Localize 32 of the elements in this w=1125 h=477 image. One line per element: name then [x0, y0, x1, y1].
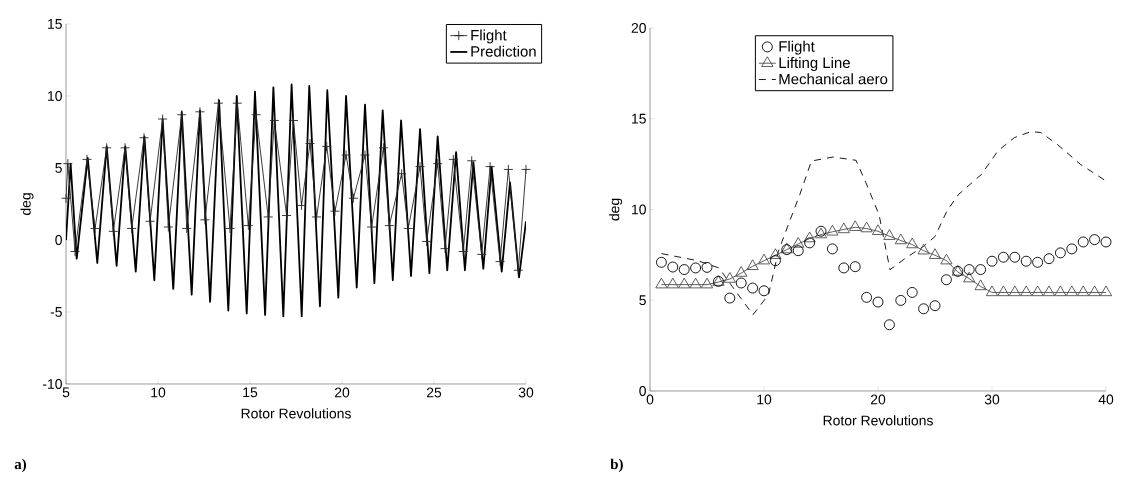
x-tick-label: 30: [518, 387, 534, 398]
y-tick-label: -5: [50, 307, 62, 317]
y-tick-label: 5: [55, 163, 62, 173]
text: a): [14, 458, 26, 473]
x-tick-label: 20: [870, 394, 886, 405]
x-tick-label: 20: [334, 387, 350, 398]
x-tick-label: 30: [984, 394, 1000, 405]
y-axis-title: deg: [20, 193, 34, 216]
x-tick-label: 5: [62, 387, 70, 398]
x-axis-title: Rotor Revolutions: [823, 415, 933, 426]
y-tick-label: 20: [631, 23, 646, 33]
y-tick-label: 15: [632, 113, 646, 124]
x-tick-label: 10: [151, 387, 166, 398]
x-tick-label: 15: [243, 387, 258, 398]
y-axis-title: deg: [609, 198, 623, 221]
y-tick-label: 10: [632, 204, 646, 215]
legend-label: Flight: [779, 40, 815, 55]
y-tick-label: 0: [55, 235, 62, 245]
y-tick-label: -10: [42, 379, 62, 389]
x-tick-label: 25: [426, 387, 442, 398]
x-axis-title: Rotor Revolutions: [241, 408, 351, 419]
y-tick-label: 5: [639, 295, 646, 306]
y-tick-label: 15: [48, 19, 62, 29]
x-tick-label: 10: [757, 394, 772, 405]
y-tick-label: 10: [48, 91, 62, 101]
legend-label: Mechanical aero: [779, 73, 888, 85]
x-tick-label: 40: [1098, 394, 1114, 405]
x-tick-label: 0: [646, 394, 654, 405]
text: b): [610, 458, 623, 473]
legend-label: Prediction: [471, 45, 536, 57]
legend-label: Flight: [471, 29, 507, 44]
legend-label: Lifting Line: [779, 57, 850, 71]
